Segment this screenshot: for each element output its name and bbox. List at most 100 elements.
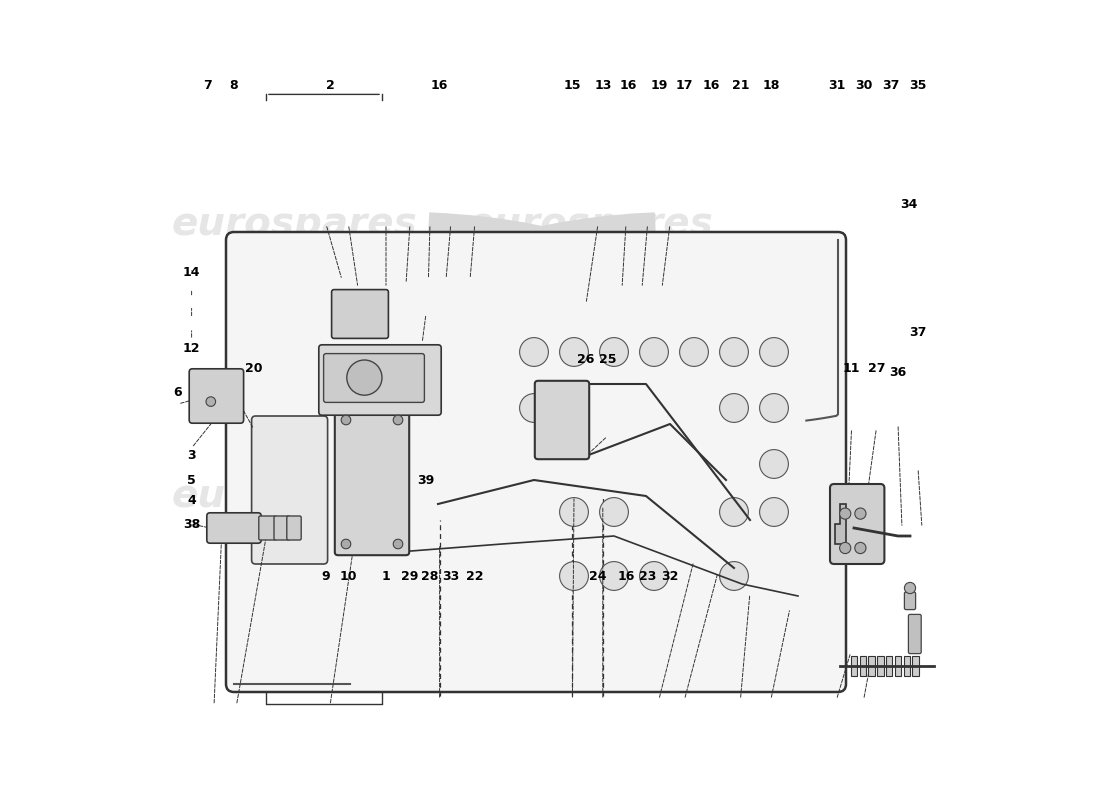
Text: 7: 7 bbox=[204, 79, 212, 92]
Circle shape bbox=[760, 394, 789, 422]
Circle shape bbox=[680, 338, 708, 366]
Circle shape bbox=[560, 394, 588, 422]
Text: 37: 37 bbox=[882, 79, 900, 92]
Text: 2: 2 bbox=[326, 79, 334, 92]
Circle shape bbox=[855, 508, 866, 519]
Circle shape bbox=[341, 539, 351, 549]
Bar bbox=[903, 656, 910, 676]
FancyBboxPatch shape bbox=[252, 416, 328, 564]
Circle shape bbox=[519, 338, 549, 366]
Text: 1: 1 bbox=[382, 570, 390, 582]
FancyBboxPatch shape bbox=[334, 409, 409, 555]
Text: 9: 9 bbox=[321, 570, 330, 582]
Text: 33: 33 bbox=[442, 570, 460, 582]
Bar bbox=[868, 656, 875, 676]
Text: 26: 26 bbox=[578, 354, 595, 366]
Circle shape bbox=[600, 498, 628, 526]
Text: 15: 15 bbox=[563, 79, 581, 92]
Circle shape bbox=[839, 542, 850, 554]
Circle shape bbox=[393, 415, 403, 425]
Text: 28: 28 bbox=[421, 570, 439, 582]
Text: 16: 16 bbox=[617, 570, 635, 582]
Text: 20: 20 bbox=[245, 362, 263, 374]
Text: 5: 5 bbox=[187, 474, 196, 486]
Text: eurospares: eurospares bbox=[172, 205, 417, 243]
Circle shape bbox=[719, 338, 748, 366]
FancyBboxPatch shape bbox=[189, 369, 243, 423]
Text: 25: 25 bbox=[598, 354, 616, 366]
Circle shape bbox=[600, 562, 628, 590]
FancyBboxPatch shape bbox=[258, 516, 276, 540]
Circle shape bbox=[719, 498, 748, 526]
FancyBboxPatch shape bbox=[830, 484, 884, 564]
Circle shape bbox=[346, 360, 382, 395]
FancyBboxPatch shape bbox=[535, 381, 590, 459]
Text: 30: 30 bbox=[855, 79, 872, 92]
Text: 3: 3 bbox=[187, 450, 196, 462]
Circle shape bbox=[760, 450, 789, 478]
Text: 21: 21 bbox=[732, 79, 749, 92]
Text: 11: 11 bbox=[843, 362, 860, 374]
Circle shape bbox=[760, 498, 789, 526]
Text: 23: 23 bbox=[639, 570, 657, 582]
Circle shape bbox=[560, 338, 588, 366]
Text: 13: 13 bbox=[594, 79, 612, 92]
FancyBboxPatch shape bbox=[319, 345, 441, 415]
Text: 14: 14 bbox=[183, 266, 200, 278]
Circle shape bbox=[760, 338, 789, 366]
Text: 34: 34 bbox=[900, 198, 917, 210]
Text: 10: 10 bbox=[340, 570, 358, 582]
Bar bbox=[859, 656, 866, 676]
Circle shape bbox=[206, 397, 216, 406]
Circle shape bbox=[719, 394, 748, 422]
Text: 6: 6 bbox=[174, 386, 183, 398]
FancyBboxPatch shape bbox=[207, 513, 261, 543]
Bar bbox=[886, 656, 892, 676]
Bar bbox=[894, 656, 901, 676]
Bar bbox=[877, 656, 883, 676]
FancyBboxPatch shape bbox=[226, 232, 846, 692]
Text: 29: 29 bbox=[402, 570, 419, 582]
Text: 8: 8 bbox=[230, 79, 239, 92]
Text: 24: 24 bbox=[590, 570, 607, 582]
Text: eurospares: eurospares bbox=[468, 205, 713, 243]
Text: 12: 12 bbox=[183, 342, 200, 354]
FancyBboxPatch shape bbox=[323, 354, 425, 402]
Text: 18: 18 bbox=[762, 79, 780, 92]
FancyBboxPatch shape bbox=[287, 516, 301, 540]
Text: 4: 4 bbox=[187, 494, 196, 506]
Circle shape bbox=[855, 542, 866, 554]
FancyBboxPatch shape bbox=[909, 614, 921, 654]
Polygon shape bbox=[835, 504, 846, 544]
Circle shape bbox=[600, 338, 628, 366]
Text: 16: 16 bbox=[703, 79, 720, 92]
Circle shape bbox=[839, 508, 850, 519]
Circle shape bbox=[639, 562, 669, 590]
Circle shape bbox=[393, 539, 403, 549]
Text: eurospares: eurospares bbox=[172, 477, 417, 515]
Text: 38: 38 bbox=[183, 518, 200, 530]
Text: 16: 16 bbox=[431, 79, 449, 92]
Text: 27: 27 bbox=[868, 362, 886, 374]
Text: 35: 35 bbox=[910, 79, 926, 92]
Circle shape bbox=[341, 415, 351, 425]
Circle shape bbox=[639, 338, 669, 366]
Circle shape bbox=[904, 582, 915, 594]
Text: 32: 32 bbox=[661, 570, 679, 582]
Bar bbox=[912, 656, 918, 676]
Text: 31: 31 bbox=[827, 79, 845, 92]
FancyBboxPatch shape bbox=[904, 592, 915, 610]
FancyBboxPatch shape bbox=[331, 290, 388, 338]
Text: 16: 16 bbox=[619, 79, 637, 92]
Circle shape bbox=[719, 562, 748, 590]
Circle shape bbox=[519, 394, 549, 422]
Circle shape bbox=[560, 562, 588, 590]
Text: eurospares: eurospares bbox=[468, 477, 713, 515]
Text: 22: 22 bbox=[466, 570, 484, 582]
Text: 37: 37 bbox=[910, 326, 926, 338]
Text: 36: 36 bbox=[890, 366, 906, 378]
Text: 39: 39 bbox=[417, 474, 434, 486]
Text: 19: 19 bbox=[650, 79, 668, 92]
Bar bbox=[850, 656, 857, 676]
Circle shape bbox=[560, 498, 588, 526]
